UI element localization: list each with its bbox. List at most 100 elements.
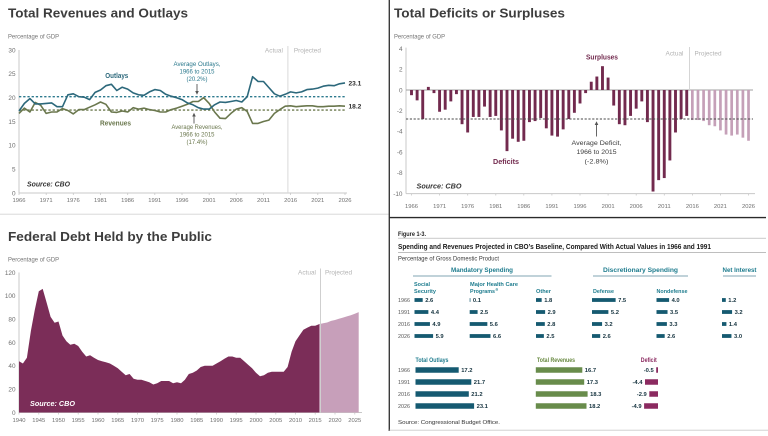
svg-text:1966: 1966 xyxy=(398,298,410,304)
svg-text:Actual: Actual xyxy=(265,48,283,55)
svg-text:80: 80 xyxy=(8,317,16,324)
svg-text:3.2: 3.2 xyxy=(735,310,743,316)
svg-text:2026: 2026 xyxy=(398,334,410,340)
svg-text:Defense: Defense xyxy=(593,289,615,295)
svg-text:1986: 1986 xyxy=(517,204,530,210)
svg-text:10: 10 xyxy=(8,143,16,150)
svg-text:2020: 2020 xyxy=(329,418,342,424)
svg-text:2016: 2016 xyxy=(284,198,297,204)
svg-text:Spending and Revenues Projecte: Spending and Revenues Projected in CBO’s… xyxy=(398,242,711,251)
svg-text:1960: 1960 xyxy=(92,418,105,424)
svg-text:1995: 1995 xyxy=(230,418,243,424)
svg-text:17.2: 17.2 xyxy=(461,368,472,374)
svg-text:1966 to 2015: 1966 to 2015 xyxy=(577,149,617,156)
svg-text:Actual: Actual xyxy=(666,51,684,58)
svg-text:2006: 2006 xyxy=(630,204,643,210)
svg-text:1990: 1990 xyxy=(210,418,223,424)
svg-text:2.6: 2.6 xyxy=(667,334,676,340)
svg-text:60: 60 xyxy=(8,340,16,347)
svg-text:Total Deficits or Surpluses: Total Deficits or Surpluses xyxy=(394,6,565,21)
svg-text:25: 25 xyxy=(8,71,16,78)
svg-text:2015: 2015 xyxy=(309,418,322,424)
svg-text:Mandatory Spending: Mandatory Spending xyxy=(451,267,513,274)
svg-text:0: 0 xyxy=(399,87,403,94)
svg-text:15: 15 xyxy=(8,119,16,126)
svg-text:30: 30 xyxy=(8,47,16,54)
svg-text:3.2: 3.2 xyxy=(605,322,613,328)
svg-text:1970: 1970 xyxy=(131,418,144,424)
svg-text:0.1: 0.1 xyxy=(473,298,482,304)
svg-text:Total Outlays: Total Outlays xyxy=(416,357,449,364)
svg-text:2001: 2001 xyxy=(203,198,216,204)
svg-text:6.6: 6.6 xyxy=(493,334,502,340)
svg-text:1.8: 1.8 xyxy=(544,298,553,304)
svg-text:Projected: Projected xyxy=(294,48,322,55)
svg-text:1950: 1950 xyxy=(52,418,65,424)
svg-text:Percentage of Gross Domestic P: Percentage of Gross Domestic Product xyxy=(398,257,499,263)
svg-text:20: 20 xyxy=(8,387,16,394)
svg-text:1966: 1966 xyxy=(13,198,26,204)
svg-text:18.2: 18.2 xyxy=(349,104,362,111)
svg-text:(17.4%): (17.4%) xyxy=(187,139,208,146)
svg-text:Programs: Programs xyxy=(470,289,495,295)
svg-text:2010: 2010 xyxy=(289,418,302,424)
svg-text:Source: Congressional Budget O: Source: Congressional Budget Office. xyxy=(398,420,500,426)
svg-text:1996: 1996 xyxy=(176,198,189,204)
svg-text:2.9: 2.9 xyxy=(548,310,557,316)
svg-text:(20.2%): (20.2%) xyxy=(187,76,208,83)
svg-text:2.8: 2.8 xyxy=(547,322,556,328)
svg-text:Total Revenues: Total Revenues xyxy=(537,357,575,364)
svg-text:1966: 1966 xyxy=(398,368,410,374)
svg-text:2026: 2026 xyxy=(339,198,352,204)
svg-text:Figure 1-3.: Figure 1-3. xyxy=(398,232,426,238)
svg-text:2026: 2026 xyxy=(742,204,755,210)
svg-text:21.7: 21.7 xyxy=(474,380,485,386)
svg-text:100: 100 xyxy=(5,293,16,300)
svg-text:1985: 1985 xyxy=(190,418,203,424)
svg-text:2025: 2025 xyxy=(348,418,361,424)
svg-text:5.2: 5.2 xyxy=(611,310,619,316)
svg-text:7.5: 7.5 xyxy=(618,298,627,304)
svg-text:18.2: 18.2 xyxy=(589,404,600,410)
svg-text:Projected: Projected xyxy=(695,51,723,58)
svg-text:120: 120 xyxy=(5,270,16,277)
svg-text:Other: Other xyxy=(536,289,552,295)
svg-text:(-2.8%): (-2.8%) xyxy=(585,158,609,165)
svg-text:1991: 1991 xyxy=(398,310,410,316)
svg-text:1976: 1976 xyxy=(461,204,474,210)
svg-text:Percentage of GDP: Percentage of GDP xyxy=(8,257,59,264)
svg-text:23.1: 23.1 xyxy=(349,81,362,88)
svg-text:1945: 1945 xyxy=(32,418,45,424)
svg-text:2.5: 2.5 xyxy=(546,334,555,340)
svg-text:Average Outlays,: Average Outlays, xyxy=(174,61,221,68)
svg-text:1976: 1976 xyxy=(67,198,80,204)
svg-text:2026: 2026 xyxy=(398,404,410,410)
svg-text:Major Health Care: Major Health Care xyxy=(470,282,519,288)
svg-text:2: 2 xyxy=(399,67,403,74)
svg-text:2005: 2005 xyxy=(269,418,282,424)
svg-text:1980: 1980 xyxy=(171,418,184,424)
svg-text:3.0: 3.0 xyxy=(734,334,742,340)
svg-text:17.3: 17.3 xyxy=(587,380,599,386)
svg-text:Outlays: Outlays xyxy=(105,73,128,80)
svg-text:1991: 1991 xyxy=(545,204,558,210)
svg-text:-8: -8 xyxy=(397,170,403,177)
svg-text:-2.9: -2.9 xyxy=(637,392,648,398)
svg-text:18.3: 18.3 xyxy=(590,392,602,398)
svg-text:Percentage of GDP: Percentage of GDP xyxy=(8,34,59,41)
svg-text:Percentage of GDP: Percentage of GDP xyxy=(394,34,445,41)
svg-text:1965: 1965 xyxy=(111,418,124,424)
svg-text:1966: 1966 xyxy=(405,204,418,210)
svg-text:-0.5: -0.5 xyxy=(644,368,655,374)
svg-text:Deficits: Deficits xyxy=(493,159,519,166)
svg-text:Nondefense: Nondefense xyxy=(657,289,689,295)
svg-text:1.2: 1.2 xyxy=(728,298,736,304)
svg-text:4.9: 4.9 xyxy=(432,322,441,328)
svg-text:2021: 2021 xyxy=(714,204,727,210)
svg-text:Average Revenues,: Average Revenues, xyxy=(172,124,223,131)
svg-text:1940: 1940 xyxy=(13,418,26,424)
svg-text:Actual: Actual xyxy=(298,270,316,277)
svg-text:Net Interest: Net Interest xyxy=(723,267,757,274)
svg-text:1.4: 1.4 xyxy=(729,322,738,328)
svg-text:Social: Social xyxy=(414,282,430,288)
